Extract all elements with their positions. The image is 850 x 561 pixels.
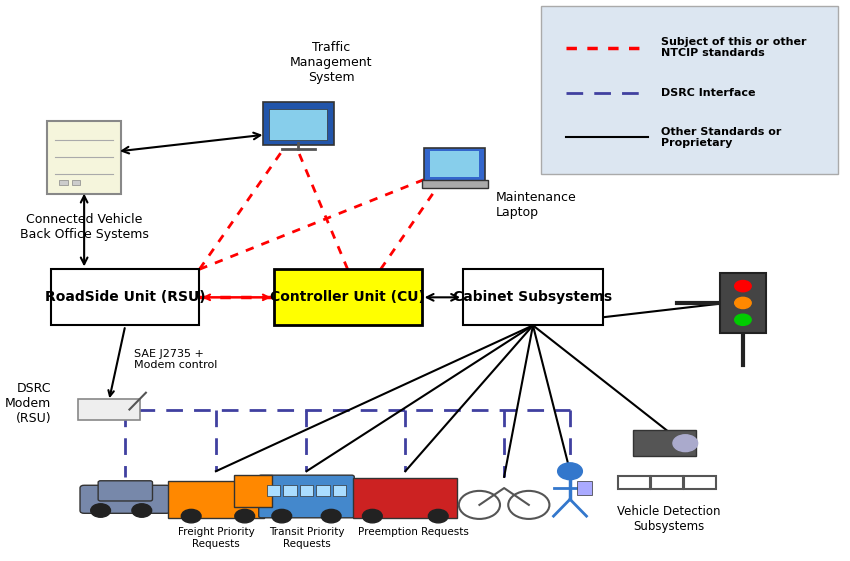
Circle shape bbox=[181, 509, 201, 523]
FancyBboxPatch shape bbox=[98, 481, 152, 501]
Circle shape bbox=[734, 297, 751, 309]
FancyBboxPatch shape bbox=[633, 430, 696, 456]
Text: Controller Unit (CU): Controller Unit (CU) bbox=[270, 291, 425, 304]
FancyBboxPatch shape bbox=[463, 269, 603, 325]
Text: Cabinet Subsystems: Cabinet Subsystems bbox=[453, 291, 613, 304]
FancyBboxPatch shape bbox=[354, 478, 457, 518]
FancyBboxPatch shape bbox=[168, 481, 264, 518]
FancyBboxPatch shape bbox=[283, 485, 297, 496]
Circle shape bbox=[734, 314, 751, 325]
FancyBboxPatch shape bbox=[80, 485, 171, 513]
FancyBboxPatch shape bbox=[720, 273, 766, 333]
Circle shape bbox=[558, 463, 582, 480]
Circle shape bbox=[673, 435, 698, 452]
Text: Maintenance
Laptop: Maintenance Laptop bbox=[496, 191, 576, 219]
FancyBboxPatch shape bbox=[424, 148, 485, 181]
FancyBboxPatch shape bbox=[263, 102, 334, 145]
Circle shape bbox=[321, 509, 341, 523]
Circle shape bbox=[235, 509, 255, 523]
FancyBboxPatch shape bbox=[316, 485, 330, 496]
FancyBboxPatch shape bbox=[269, 109, 327, 140]
FancyBboxPatch shape bbox=[333, 485, 346, 496]
Circle shape bbox=[428, 509, 448, 523]
Circle shape bbox=[91, 504, 110, 517]
FancyBboxPatch shape bbox=[422, 180, 488, 188]
Text: Subject of this or other
NTCIP standards: Subject of this or other NTCIP standards bbox=[660, 37, 806, 58]
FancyBboxPatch shape bbox=[576, 481, 592, 495]
Text: Freight Priority
Requests: Freight Priority Requests bbox=[178, 527, 254, 549]
Text: Transit Priority
Requests: Transit Priority Requests bbox=[269, 527, 344, 549]
Text: RoadSide Unit (RSU): RoadSide Unit (RSU) bbox=[45, 291, 206, 304]
Circle shape bbox=[362, 509, 382, 523]
FancyBboxPatch shape bbox=[77, 399, 140, 420]
FancyBboxPatch shape bbox=[47, 121, 122, 194]
Text: Connected Vehicle
Back Office Systems: Connected Vehicle Back Office Systems bbox=[20, 213, 149, 241]
Text: DSRC Interface: DSRC Interface bbox=[660, 88, 755, 98]
FancyBboxPatch shape bbox=[71, 180, 80, 185]
FancyBboxPatch shape bbox=[430, 151, 479, 177]
FancyBboxPatch shape bbox=[51, 269, 200, 325]
Circle shape bbox=[734, 280, 751, 292]
FancyBboxPatch shape bbox=[300, 485, 313, 496]
Text: Traffic
Management
System: Traffic Management System bbox=[290, 41, 372, 84]
Text: Preemption Requests: Preemption Requests bbox=[358, 527, 469, 537]
Text: DSRC
Modem
(RSU): DSRC Modem (RSU) bbox=[5, 383, 51, 425]
Circle shape bbox=[272, 509, 292, 523]
Text: SAE J2735 +
Modem control: SAE J2735 + Modem control bbox=[133, 348, 217, 370]
FancyBboxPatch shape bbox=[541, 6, 837, 174]
FancyBboxPatch shape bbox=[274, 269, 422, 325]
Text: Vehicle Detection
Subsystems: Vehicle Detection Subsystems bbox=[617, 505, 721, 533]
Text: Other Standards or
Proprietary: Other Standards or Proprietary bbox=[660, 127, 781, 148]
FancyBboxPatch shape bbox=[258, 475, 354, 518]
FancyBboxPatch shape bbox=[60, 180, 68, 185]
FancyBboxPatch shape bbox=[267, 485, 280, 496]
FancyBboxPatch shape bbox=[234, 475, 272, 507]
Circle shape bbox=[132, 504, 151, 517]
